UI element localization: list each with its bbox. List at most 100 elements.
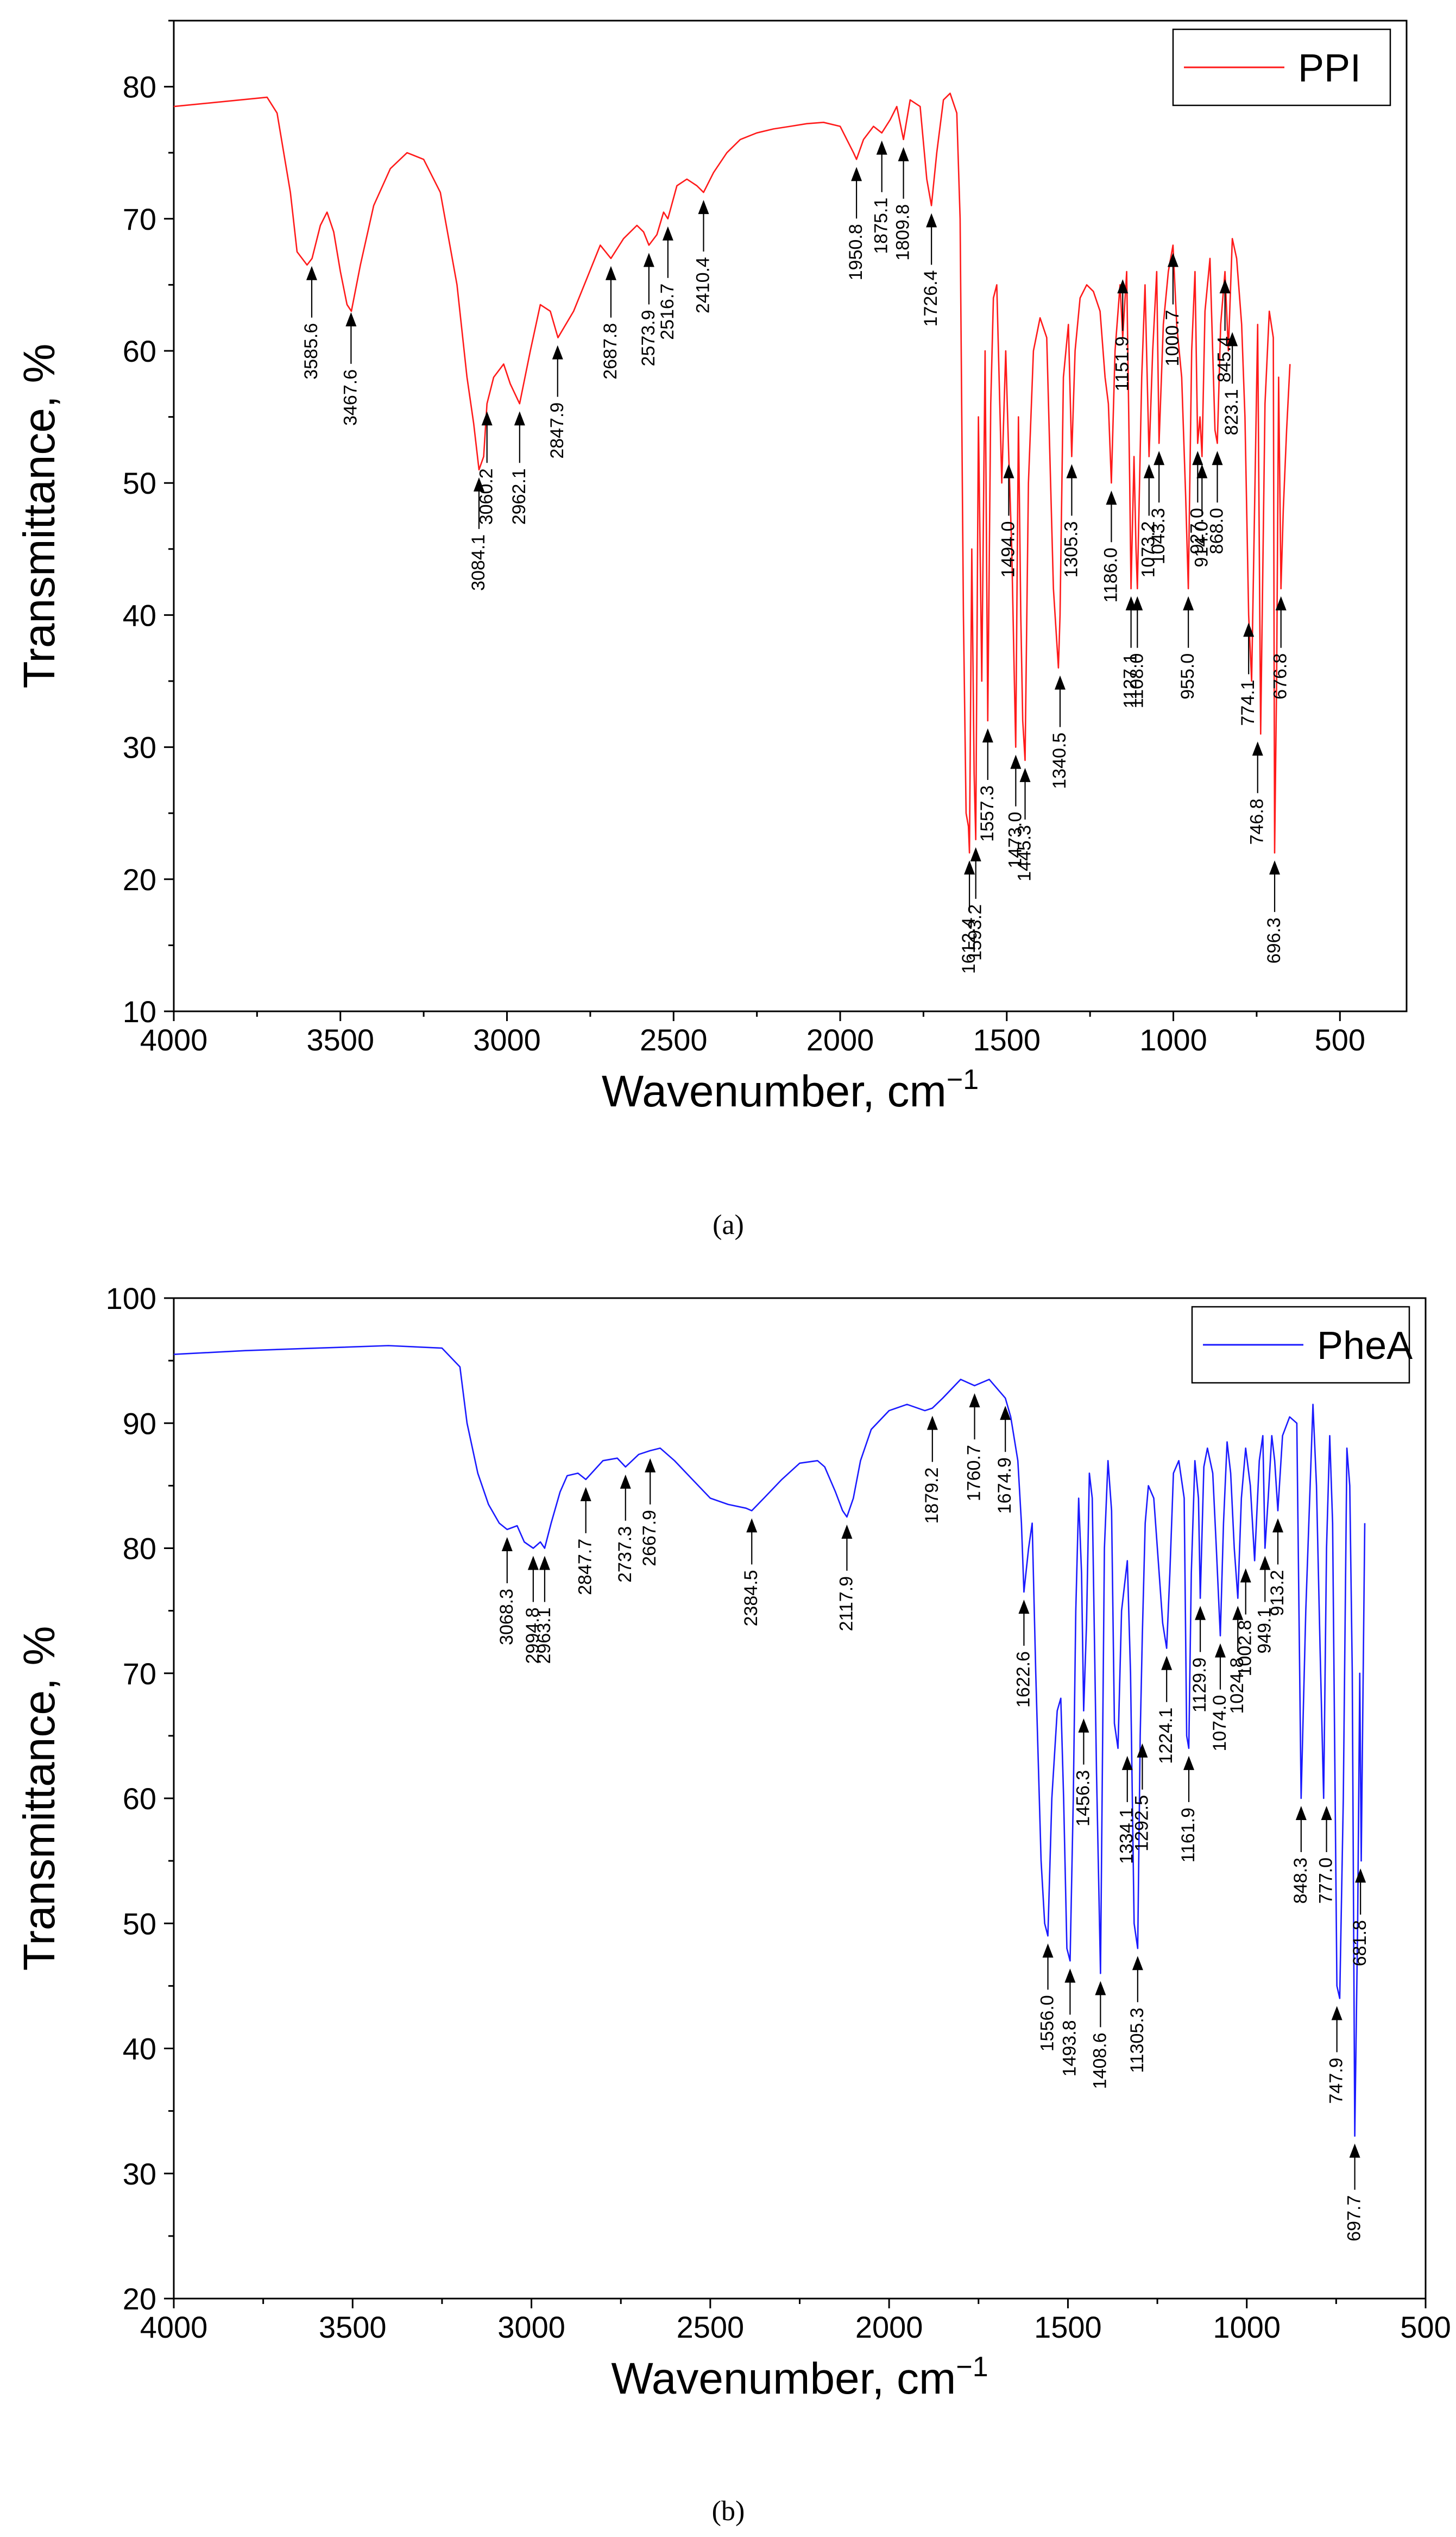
panel-a-peak-label: 3467.6 [340,369,361,426]
panel-a-peak-arrowhead [1117,279,1129,294]
panel-b-peak-label: 2963.1 [534,1608,554,1664]
panel-b-peak-label: 2994.8 [522,1608,543,1664]
panel-b-peak-arrowhead [1121,1755,1133,1770]
panel-a-y-tick-label: 20 [123,863,156,897]
panel-b-y-axis-title: Transmittance, % [15,1626,64,1971]
panel-b-peak-arrowhead [1331,2006,1342,2020]
panel-a-peak-arrowhead [926,213,937,228]
panel-a-peak-arrowhead [1219,279,1231,294]
panel-a-peak-arrowhead [1212,451,1223,465]
panel-a-peak-label: 1305.3 [1061,521,1081,578]
panel-b-y-tick-label: 80 [123,1532,156,1566]
panel-b-legend-label: PheA [1317,1324,1413,1368]
panel-b-peak-label: 747.9 [1326,2057,1347,2104]
panel-a-x-tick-label: 500 [1315,1023,1365,1057]
panel-b-peak-arrowhead [620,1474,631,1489]
panel-a-peak-arrowhead [1192,451,1203,465]
panel-b-peak-arrowhead [1259,1556,1271,1570]
panel-b-y-tick-label: 40 [123,2032,156,2066]
panel-a-peak-label: 696.3 [1264,917,1284,964]
panel-b-peak-label: 1292.5 [1131,1795,1152,1852]
panel-a-peak-label: 1186.0 [1100,547,1121,602]
panel-b-peak-label: 1334.1 [1117,1808,1137,1864]
panel-b-peak-label: 1493.8 [1059,2020,1080,2076]
panel-b-peak-arrowhead [1195,1606,1206,1620]
panel-a-y-tick-label: 60 [123,334,156,368]
panel-b-peak-arrowhead [1355,1868,1366,1883]
panel-a-peak-arrowhead [1003,464,1014,479]
panel-a-peak-arrowhead [1106,490,1117,505]
panel-a-peak-label: 1151.9 [1112,336,1132,391]
panel-a-peak-label: 2410.4 [692,257,713,313]
panel-a-peak-label: 1612.4 [959,917,979,974]
panel-a-y-tick-label: 10 [123,994,156,1029]
panel-a-peak-arrowhead [1019,767,1031,782]
panel-b-y-tick-label: 20 [123,2282,156,2316]
panel-a-y-tick-label: 30 [123,731,156,765]
panel-a-peak-arrowhead [1054,675,1066,690]
panel-b-peak-arrowhead [1042,1943,1054,1958]
panel-a-peak-arrowhead [1196,464,1208,479]
panel-a-peak-arrowhead [964,860,975,875]
panel-b-label: (b) [712,2496,745,2527]
panel-b-peak-arrowhead [527,1556,539,1570]
panel-a-peak-arrowhead [1154,451,1165,465]
panel-b-y-tick-label: 100 [106,1281,156,1315]
panel-b-x-tick-label: 3500 [319,2310,387,2344]
panel-a-peak-label: 1108.0 [1126,653,1147,708]
panel-b-peak-label: 1161.9 [1178,1808,1199,1862]
panel-a-peak-label: 1726.4 [921,270,941,326]
panel-b-peak-label: 2737.3 [615,1526,635,1583]
panel-b-peak-arrowhead [1240,1568,1251,1583]
panel-a-peak-label: 1000.7 [1162,310,1183,366]
panel-a-y-tick-label: 40 [123,598,156,632]
panel-b-x-axis-title: Wavenumber, cm−1 [611,2351,988,2403]
panel-b-peak-arrowhead [1161,1655,1173,1670]
panel-b-peak-label: 2667.9 [639,1510,660,1566]
panel-a-peak-arrowhead [1243,622,1255,637]
panel-a-x-tick-label: 3500 [306,1023,374,1057]
panel-a-peak-arrowhead [1132,596,1143,610]
panel-b-peak-arrowhead [539,1556,550,1570]
panel-b-x-tick-label: 1500 [1034,2310,1102,2344]
panel-b-y-tick-label: 50 [123,1906,156,1941]
panel-b-peak-label: 11305.3 [1127,2007,1148,2073]
panel-b-peak-arrowhead [580,1487,591,1501]
panel-a-peak-arrowhead [851,167,862,181]
panel-b-peak-arrowhead [969,1393,980,1408]
panel-b-peak-arrowhead [1064,1968,1076,1983]
panel-a-x-tick-label: 2000 [806,1023,874,1057]
panel-a-peak-label: 1593.2 [965,904,986,961]
panel-b-phea-spectrum: 4000 3500 3000 2500 2000 1500 1000 500 20 30 40 50 6… [15,1281,1451,2403]
panel-b-peak-label: 1760.7 [964,1445,985,1501]
panel-a-peak-arrowhead [1066,464,1077,479]
panel-a-x-tick-label: 1000 [1139,1023,1207,1057]
panel-b-peak-label: 1879.2 [922,1468,942,1524]
panel-b-x-tick-label: 2500 [677,2310,745,2344]
panel-b-x-tick-label: 2000 [855,2310,923,2344]
panel-b-peak-label: 1456.3 [1073,1770,1093,1827]
panel-a-peak-arrowhead [481,411,493,426]
panel-b-x-tick-label: 1000 [1213,2310,1281,2344]
panel-b-y-tick-label: 60 [123,1781,156,1816]
panel-b-peak-arrowhead [1000,1406,1011,1420]
panel-b-peak-arrowhead [1295,1806,1307,1820]
panel-b-peak-arrowhead [501,1537,513,1551]
panel-b-peak-label: 1002.8 [1235,1620,1256,1677]
panel-a-peak-label: 1073.2 [1138,521,1159,578]
panel-a-peak-label: 914.0 [1191,521,1212,568]
panel-b-peak-label: 1024.8 [1227,1658,1247,1714]
panel-b-peak-arrowhead [1132,1956,1143,1971]
panel-a-peak-label: 1445.3 [1014,825,1035,882]
panel-a-peak-label: 1127.1 [1120,653,1141,708]
panel-a-plot-frame [173,20,1408,1012]
panel-a-peak-label: 774.1 [1238,679,1258,726]
panel-b-peak-arrowhead [1078,1718,1089,1733]
panel-a-peak-label: 3084.1 [468,534,489,591]
panel-b-peak-arrowhead [1137,1743,1148,1758]
panel-b-peak-label: 697.7 [1344,2195,1365,2242]
panel-a-series-line-ppi [173,92,1291,854]
panel-a-peak-label: 1950.8 [846,224,866,280]
panel-a-peak-arrowhead [970,847,981,861]
